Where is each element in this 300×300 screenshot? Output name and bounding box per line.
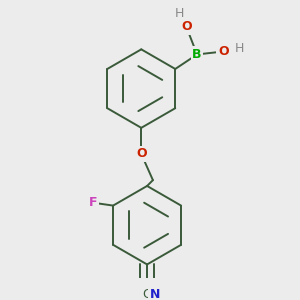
Text: H: H (175, 7, 184, 20)
Text: H: H (235, 42, 244, 55)
Text: C: C (143, 289, 152, 300)
Text: N: N (150, 289, 160, 300)
Text: F: F (88, 196, 97, 209)
Text: O: O (182, 20, 192, 33)
Text: O: O (136, 148, 147, 160)
Text: B: B (192, 48, 202, 61)
Text: O: O (218, 45, 229, 58)
